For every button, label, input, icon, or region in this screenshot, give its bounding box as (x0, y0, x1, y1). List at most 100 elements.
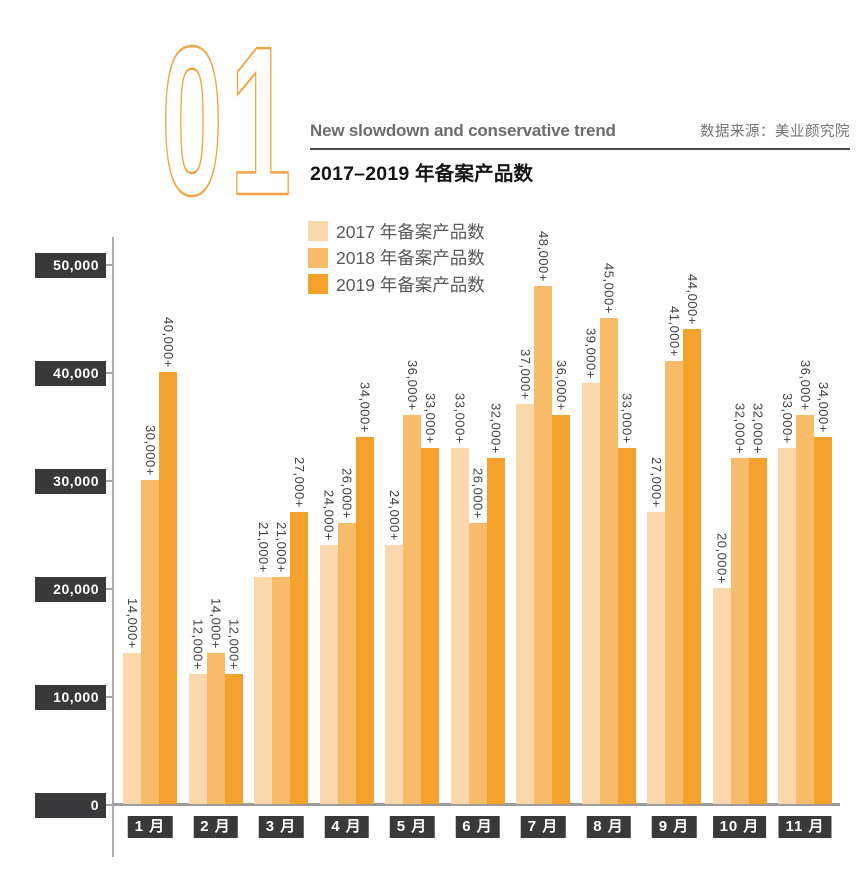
bar-value-label: 40,000+ (161, 317, 176, 368)
bar-series-2019 (683, 329, 701, 804)
bar-value-label: 30,000+ (143, 425, 158, 476)
bar-series-2018 (272, 577, 290, 804)
bar-column: 26,000+ (468, 468, 487, 804)
legend-label: 2017 年备案产品数 (336, 221, 485, 242)
bar-value-label: 21,000+ (274, 522, 289, 573)
y-tick-label: 30,000 (35, 468, 106, 494)
legend-label: 2018 年备案产品数 (336, 248, 485, 268)
bar-value-label: 39,000+ (583, 328, 599, 379)
bar-column: 33,000+ (450, 393, 469, 804)
bar-value-label: 26,000+ (339, 468, 355, 519)
bar-value-label: 32,000+ (488, 403, 504, 454)
x-tick-label: 2 月 (193, 816, 238, 838)
bar-column: 33,000+ (778, 393, 796, 804)
y-tick-mark (106, 372, 114, 374)
bar-series-2019 (421, 448, 439, 804)
bar-value-label: 12,000+ (190, 619, 206, 670)
x-baseline (112, 803, 840, 806)
bar-value-label: 27,000+ (292, 457, 307, 508)
bar-series-2019 (814, 437, 832, 804)
y-tick-label: 10,000 (35, 684, 106, 710)
subtitle-en: New slowdown and conservative trend (310, 121, 616, 140)
bar-value-label: 33,000+ (452, 393, 468, 444)
y-tick-mark (106, 588, 114, 590)
y-axis-line (112, 237, 114, 857)
bar-value-label: 33,000+ (780, 393, 795, 444)
x-tick-label: 10 月 (712, 816, 767, 838)
bar-value-label: 12,000+ (226, 619, 242, 670)
bar-series-2017 (516, 404, 534, 804)
bar-column: 36,000+ (552, 360, 570, 804)
bar-series-2018 (468, 523, 487, 804)
bar-column: 37,000+ (516, 349, 534, 804)
bar-series-2019 (290, 512, 308, 804)
y-tick-label: 40,000 (35, 360, 106, 386)
bar-column: 36,000+ (403, 360, 421, 804)
bar-value-label: 32,000+ (732, 403, 748, 454)
data-source: 数据来源：美业颜究院 (700, 124, 850, 140)
bar-value-label: 27,000+ (649, 457, 664, 508)
bar-column: 40,000+ (159, 317, 177, 804)
bar-column: 39,000+ (581, 328, 600, 804)
bar-column: 27,000+ (647, 457, 665, 804)
bar-column: 32,000+ (748, 403, 767, 804)
bar-value-label: 41,000+ (667, 306, 682, 357)
bar-series-2017 (778, 448, 796, 804)
bar-value-label: 36,000+ (554, 360, 569, 411)
legend-swatch (308, 274, 328, 294)
bar-value-label: 20,000+ (714, 533, 730, 584)
x-tick-label: 1 月 (127, 816, 173, 838)
bar-series-2019 (748, 458, 767, 804)
bar-value-label: 44,000+ (685, 274, 700, 325)
bar-series-2019 (355, 437, 374, 804)
bar-column: 34,000+ (355, 382, 374, 804)
bar-value-label: 24,000+ (321, 490, 337, 541)
bar-series-2019 (617, 448, 636, 804)
bar-column: 48,000+ (534, 231, 552, 804)
bar-series-2018 (206, 653, 225, 804)
bar-series-2017 (450, 448, 469, 804)
bar-series-2017 (712, 588, 731, 804)
bar-series-2017 (123, 653, 141, 804)
legend-item: 2018 年备案产品数 (308, 247, 485, 268)
header-divider (310, 148, 850, 150)
y-tick-mark (106, 696, 114, 698)
bar-column: 30,000+ (141, 425, 159, 804)
y-tick-label: 20,000 (35, 576, 106, 602)
bar-value-label: 37,000+ (518, 349, 533, 400)
bar-value-label: 34,000+ (357, 382, 373, 433)
bar-value-label: 33,000+ (423, 393, 438, 444)
bar-series-2019 (486, 458, 505, 804)
bar-series-2017 (188, 674, 207, 804)
header: New slowdown and conservative trend 数据来源… (310, 120, 850, 186)
bar-series-2017 (319, 545, 338, 804)
x-tick-label: 3 月 (258, 816, 304, 838)
bar-column: 32,000+ (730, 403, 749, 804)
bar-column: 45,000+ (599, 263, 618, 804)
bar-series-2018 (337, 523, 356, 804)
x-tick-label: 4 月 (324, 816, 369, 838)
bar-column: 44,000+ (683, 274, 701, 804)
bar-column: 21,000+ (254, 522, 272, 804)
bar-column: 41,000+ (665, 306, 683, 804)
bar-value-label: 21,000+ (256, 522, 271, 573)
bar-column: 20,000+ (712, 533, 731, 804)
bar-column: 24,000+ (385, 490, 403, 804)
x-tick-label: 7 月 (520, 816, 566, 838)
bar-column: 24,000+ (319, 490, 338, 804)
bar-column: 27,000+ (290, 457, 308, 804)
bar-column: 26,000+ (337, 468, 356, 804)
bar-column: 21,000+ (272, 522, 290, 804)
bar-value-label: 34,000+ (816, 382, 831, 433)
bar-series-2017 (581, 383, 600, 804)
y-tick-mark (106, 480, 114, 482)
y-tick-mark (106, 264, 114, 266)
bar-series-2017 (385, 545, 403, 804)
bar-column: 33,000+ (617, 393, 636, 804)
bar-value-label: 45,000+ (601, 263, 617, 314)
bar-column: 32,000+ (486, 403, 505, 804)
bar-value-label: 33,000+ (619, 393, 635, 444)
bar-series-2018 (599, 318, 618, 804)
bar-value-label: 36,000+ (798, 360, 813, 411)
